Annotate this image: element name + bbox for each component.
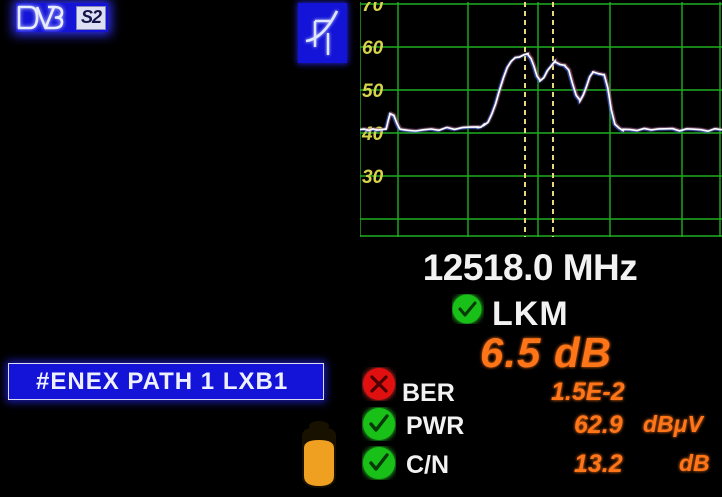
svg-text:60: 60	[362, 38, 384, 59]
svg-text:40: 40	[361, 124, 384, 145]
svg-text:70: 70	[362, 2, 384, 16]
svg-text:50: 50	[362, 81, 384, 102]
svg-text:30: 30	[362, 167, 384, 188]
